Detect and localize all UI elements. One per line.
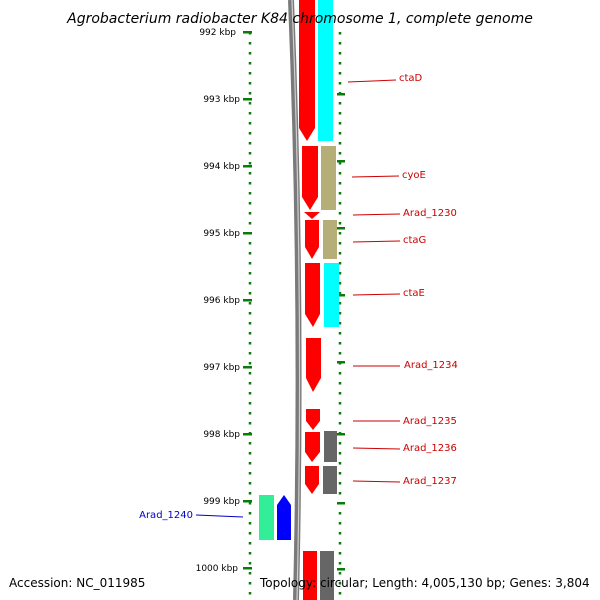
ruler-label: 998 kbp bbox=[203, 430, 240, 440]
gene-arrow[interactable] bbox=[306, 338, 321, 392]
ruler-label: 999 kbp bbox=[203, 497, 240, 507]
gene-label[interactable]: Arad_1237 bbox=[403, 476, 457, 487]
ruler-label: 994 kbp bbox=[203, 162, 240, 172]
cog-block[interactable] bbox=[320, 551, 334, 600]
ruler-ticks-right bbox=[337, 93, 345, 571]
ruler-label: 992 kbp bbox=[199, 28, 236, 38]
ruler-label: 993 kbp bbox=[203, 95, 240, 105]
gene-label[interactable]: ctaG bbox=[403, 235, 426, 246]
cog-block[interactable] bbox=[323, 466, 337, 494]
gene-arrow[interactable] bbox=[306, 409, 320, 430]
ruler-ticks bbox=[243, 31, 252, 570]
gene-arrow[interactable] bbox=[305, 432, 320, 462]
cog-lane bbox=[318, 0, 339, 600]
cog-block[interactable] bbox=[259, 495, 274, 540]
gene-label[interactable]: Arad_1230 bbox=[403, 208, 457, 219]
ruler-label: 997 kbp bbox=[203, 363, 240, 373]
gene-label[interactable]: ctaE bbox=[403, 288, 425, 299]
accession-text: Accession: NC_011985 bbox=[9, 576, 146, 590]
gene-arrow[interactable] bbox=[303, 551, 317, 600]
gene-label[interactable]: Arad_1240 bbox=[139, 510, 193, 521]
gene-label[interactable]: Arad_1235 bbox=[403, 416, 457, 427]
cog-block[interactable] bbox=[321, 146, 336, 210]
cog-block[interactable] bbox=[323, 220, 337, 259]
ruler-label: 1000 kbp bbox=[196, 564, 239, 574]
gene-label[interactable]: ctaD bbox=[399, 73, 423, 84]
gene-leader-lines bbox=[347, 79, 401, 483]
ruler-label: 995 kbp bbox=[203, 229, 240, 239]
gene-arrow[interactable] bbox=[304, 212, 320, 219]
forward-cds-lane bbox=[299, 0, 321, 600]
map-title: Agrobacterium radiobacter K84 chromosome… bbox=[66, 11, 533, 27]
gene-arrow[interactable] bbox=[305, 220, 319, 259]
cog-block[interactable] bbox=[324, 431, 337, 462]
gene-arrow[interactable] bbox=[299, 0, 315, 141]
cog-block[interactable] bbox=[324, 263, 339, 327]
gene-label[interactable]: cyoE bbox=[402, 170, 426, 181]
gene-leader-line-reverse bbox=[195, 514, 244, 518]
cog-block[interactable] bbox=[318, 0, 333, 141]
gene-arrow[interactable] bbox=[305, 263, 320, 327]
chromosome-backbone bbox=[288, 0, 302, 600]
gene-arrow-reverse[interactable] bbox=[277, 495, 291, 540]
gene-label[interactable]: Arad_1234 bbox=[404, 360, 458, 371]
ruler-label: 996 kbp bbox=[203, 296, 240, 306]
gene-arrow[interactable] bbox=[302, 146, 318, 210]
gene-arrow[interactable] bbox=[305, 466, 319, 494]
topology-text: Topology: circular; Length: 4,005,130 bp… bbox=[260, 576, 590, 590]
gene-label[interactable]: Arad_1236 bbox=[403, 443, 457, 454]
